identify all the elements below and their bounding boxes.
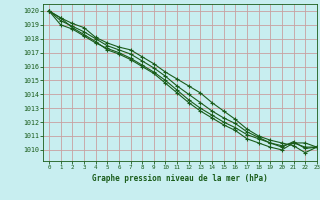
X-axis label: Graphe pression niveau de la mer (hPa): Graphe pression niveau de la mer (hPa)	[92, 174, 268, 183]
